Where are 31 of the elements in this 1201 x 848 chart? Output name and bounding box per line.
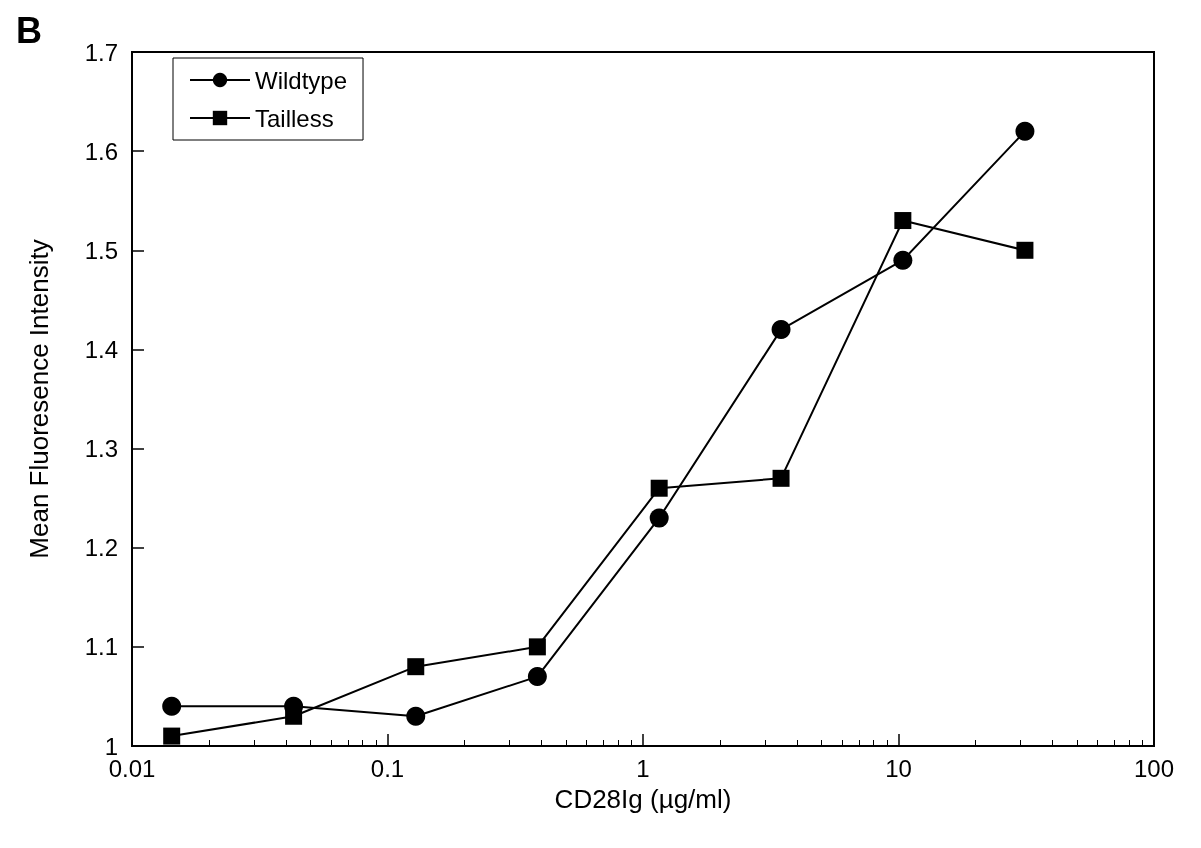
y-tick-label: 1.1 xyxy=(84,633,118,661)
point xyxy=(894,212,912,230)
y-tick-label: 1.2 xyxy=(84,534,118,562)
x-axis-title: CD28Ig (µg/ml) xyxy=(554,784,732,814)
point xyxy=(527,667,547,687)
y-tick-label: 1.3 xyxy=(84,435,118,463)
point xyxy=(650,479,668,497)
point xyxy=(1016,241,1034,259)
y-tick-label: 1.4 xyxy=(84,335,118,363)
x-tick-label: 0.1 xyxy=(370,754,405,782)
point xyxy=(162,696,182,716)
point xyxy=(893,250,913,270)
point xyxy=(406,706,426,726)
point xyxy=(407,658,425,676)
y-axis-title: Mean Fluoresence Intensity xyxy=(24,239,54,559)
point xyxy=(649,508,669,528)
x-tick-label: 1 xyxy=(636,754,650,782)
point xyxy=(1015,121,1035,141)
y-tick-label: 1.6 xyxy=(84,137,118,165)
y-tick-label: 1.5 xyxy=(84,236,118,264)
x-tick-label: 10 xyxy=(885,754,912,782)
y-tick-label: 1.7 xyxy=(84,38,118,66)
legend-label: Wildtype xyxy=(255,66,348,94)
point xyxy=(163,727,181,745)
text: B xyxy=(16,9,42,51)
point xyxy=(772,469,790,487)
point xyxy=(285,707,303,725)
x-tick-label: 100 xyxy=(1133,754,1175,782)
point xyxy=(771,320,791,340)
point xyxy=(528,638,546,656)
legend-label: Tailless xyxy=(255,104,334,132)
